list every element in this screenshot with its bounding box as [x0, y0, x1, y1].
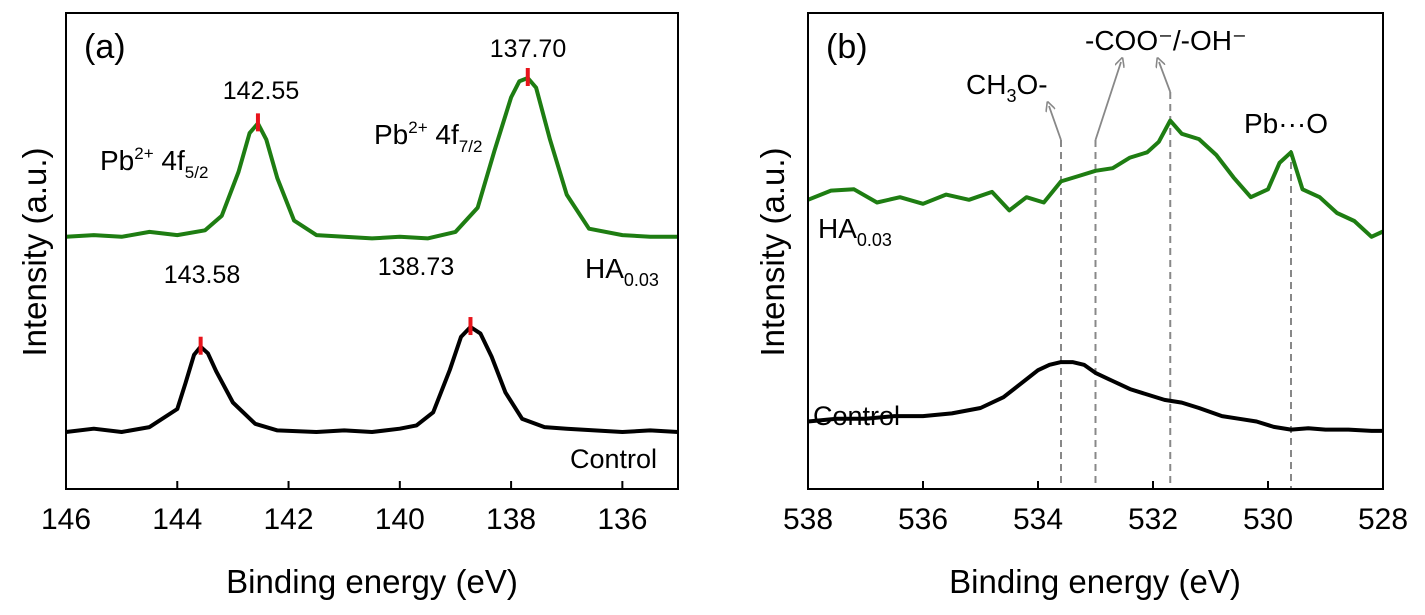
panel-a-tick-label-146: 146	[41, 503, 91, 536]
panel-b-series-control-line	[807, 360, 1383, 433]
panel-a-label: (a)	[84, 28, 126, 66]
annotation-coo-oh: -COO⁻/-OH⁻	[1085, 25, 1247, 56]
panel-b-tick-label-528: 528	[1358, 503, 1408, 536]
annotation-138-73: 138.73	[378, 253, 454, 281]
panel-a-tick-label-140: 140	[375, 503, 425, 536]
panel-a-series-control-line	[65, 325, 679, 434]
series-label-control: Control	[570, 444, 657, 474]
series-label-control-b: Control	[813, 401, 900, 431]
panel-a-frame	[65, 12, 679, 490]
arrow-ch3o	[1049, 106, 1062, 141]
panel-a-tick-label-144: 144	[152, 503, 202, 536]
panel-a-ylabel: Intensity (a.u.)	[16, 147, 53, 356]
panel-b-xlabel: Binding energy (eV)	[949, 563, 1241, 600]
panel-a-tick-label-142: 142	[264, 503, 314, 536]
arrow-oh	[1159, 62, 1172, 93]
panel-a-x-ticks: 146 144 142 140 138 136	[41, 481, 647, 536]
panel-a: 146 144 142 140 138 136 (a) Intensity (a.u.) …	[16, 12, 679, 600]
annotation-pb-o: Pb···O	[1244, 108, 1328, 139]
panel-b-series-ha-line	[807, 118, 1384, 239]
annotation-137-70: 137.70	[490, 35, 566, 63]
panel-a-tick-label-136: 136	[597, 503, 647, 536]
panel-b-frame	[807, 12, 1384, 490]
panel-b-label: (b)	[826, 28, 868, 66]
panel-b-tick-label-532: 532	[1128, 503, 1178, 536]
panel-b-tick-label-538: 538	[783, 503, 833, 536]
panel-a-plot-area	[65, 68, 679, 434]
arrow-coo	[1094, 62, 1122, 141]
panel-b-tick-label-530: 530	[1243, 503, 1293, 536]
panel-b-tick-label-536: 536	[898, 503, 948, 536]
panel-b-plot-area	[807, 62, 1384, 489]
annotation-143-58: 143.58	[164, 261, 240, 289]
panel-b: 538 536 534 532 530 528 (b) Intensity (a.u.) …	[754, 12, 1408, 600]
panel-b-tick-label-534: 534	[1013, 503, 1063, 536]
panel-a-xlabel: Binding energy (eV)	[226, 563, 518, 600]
annotation-142-55: 142.55	[223, 77, 299, 105]
series-label-ha-b: HA0.03	[818, 213, 892, 250]
panel-a-series-ha-line	[65, 76, 678, 241]
panel-a-tick-label-138: 138	[486, 503, 536, 536]
series-label-ha: HA0.03	[585, 253, 659, 290]
peak-label-4f72: Pb2+ 4f7/2	[374, 118, 482, 156]
peak-label-4f52: Pb2+ 4f5/2	[100, 144, 208, 182]
panel-b-x-ticks: 538 536 534 532 530 528	[783, 481, 1408, 536]
annotation-ch3o: CH3O-	[966, 69, 1048, 106]
panel-b-ylabel: Intensity (a.u.)	[754, 147, 791, 356]
